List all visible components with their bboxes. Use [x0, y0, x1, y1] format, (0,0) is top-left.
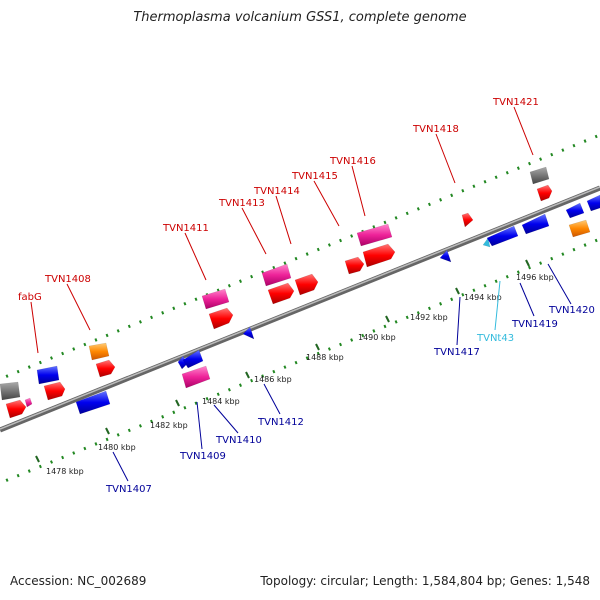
reverse-features [5, 194, 600, 419]
gene-red [344, 256, 365, 275]
gene-blue [521, 213, 550, 235]
gene-label-TVN1408: TVN1408 [44, 274, 91, 285]
reverse-tick-track [0, 237, 600, 485]
gene-blue [565, 202, 585, 219]
reverse-leader-lines [112, 263, 572, 482]
gene-label-TVN1420: TVN1420 [548, 305, 595, 316]
gene-label-TVN1409: TVN1409 [179, 451, 226, 462]
gene-label-fabG: fabG [18, 292, 42, 303]
scale-ticks [35, 259, 530, 463]
gene-orange [88, 342, 110, 361]
gene-label-TVN1407: TVN1407 [105, 484, 152, 495]
gene-red [208, 307, 234, 330]
scale-label-1482: 1482 kbp [150, 421, 188, 430]
forward-tick-track [0, 133, 600, 381]
scale-label-1486: 1486 kbp [254, 375, 292, 384]
gene-red [294, 273, 319, 296]
gene-magenta [261, 263, 292, 287]
forward-gene-labels: fabG TVN1408 TVN1411 TVN1413 TVN1414 TVN… [18, 97, 539, 303]
gene-orange [568, 219, 591, 238]
gene-red [267, 282, 295, 305]
gene-blue [75, 390, 111, 415]
gene-red [461, 212, 474, 228]
genome-backbone [0, 185, 600, 433]
reverse-gene-labels: TVN1407 TVN1409 TVN1410 TVN1412 TVN1417 … [105, 305, 595, 495]
genome-summary-text: Topology: circular; Length: 1,584,804 bp… [260, 574, 590, 588]
gene-red [43, 381, 66, 401]
gene-blue [182, 349, 204, 369]
gene-red [362, 243, 396, 268]
scale-label-1488: 1488 kbp [306, 353, 344, 362]
gene-label-TVNt43: TVNt43 [476, 333, 514, 344]
forward-features [0, 166, 553, 401]
gene-cyan [482, 237, 491, 248]
map-title: Thermoplasma volcanium GSS1, complete ge… [133, 10, 467, 25]
gene-red [5, 399, 27, 419]
forward-leader-lines [30, 106, 534, 354]
gene-label-TVN1412: TVN1412 [257, 417, 304, 428]
scale-labels: 1478 kbp 1480 kbp 1482 kbp 1484 kbp 1486… [46, 273, 554, 476]
gene-label-TVN1415: TVN1415 [291, 171, 338, 182]
gene-blue [439, 249, 452, 263]
scale-label-1490: 1490 kbp [358, 333, 396, 342]
scale-label-1492: 1492 kbp [410, 313, 448, 322]
gene-red [95, 359, 116, 378]
gene-gray [0, 381, 21, 401]
gene-label-TVN1414: TVN1414 [253, 186, 300, 197]
accession-text: Accession: NC_002689 [10, 574, 147, 588]
scale-label-1484: 1484 kbp [202, 397, 240, 406]
scale-label-1494: 1494 kbp [464, 293, 502, 302]
gene-label-TVN1417: TVN1417 [433, 347, 480, 358]
genome-backbone-highlight [0, 186, 600, 430]
scale-label-1478: 1478 kbp [46, 467, 84, 476]
gene-label-TVN1421: TVN1421 [492, 97, 539, 108]
gene-label-TVN1418: TVN1418 [412, 124, 459, 135]
gene-label-TVN1416: TVN1416 [329, 156, 376, 167]
gene-blue [586, 194, 600, 212]
gene-blue [486, 225, 519, 247]
gene-blue [242, 326, 255, 340]
trna-leader-line [494, 280, 501, 331]
gene-label-TVN1410: TVN1410 [215, 435, 262, 446]
gene-magenta [24, 397, 33, 408]
gene-magenta [201, 288, 230, 310]
gene-gray [529, 166, 550, 185]
gene-red [536, 184, 553, 202]
gene-magenta [181, 365, 211, 389]
gene-label-TVN1419: TVN1419 [511, 319, 558, 330]
gene-magenta [356, 223, 393, 247]
gene-navy [36, 365, 60, 385]
gene-label-TVN1413: TVN1413 [218, 198, 265, 209]
gene-label-TVN1411: TVN1411 [162, 223, 209, 234]
scale-label-1480: 1480 kbp [98, 443, 136, 452]
scale-label-1496: 1496 kbp [516, 273, 554, 282]
